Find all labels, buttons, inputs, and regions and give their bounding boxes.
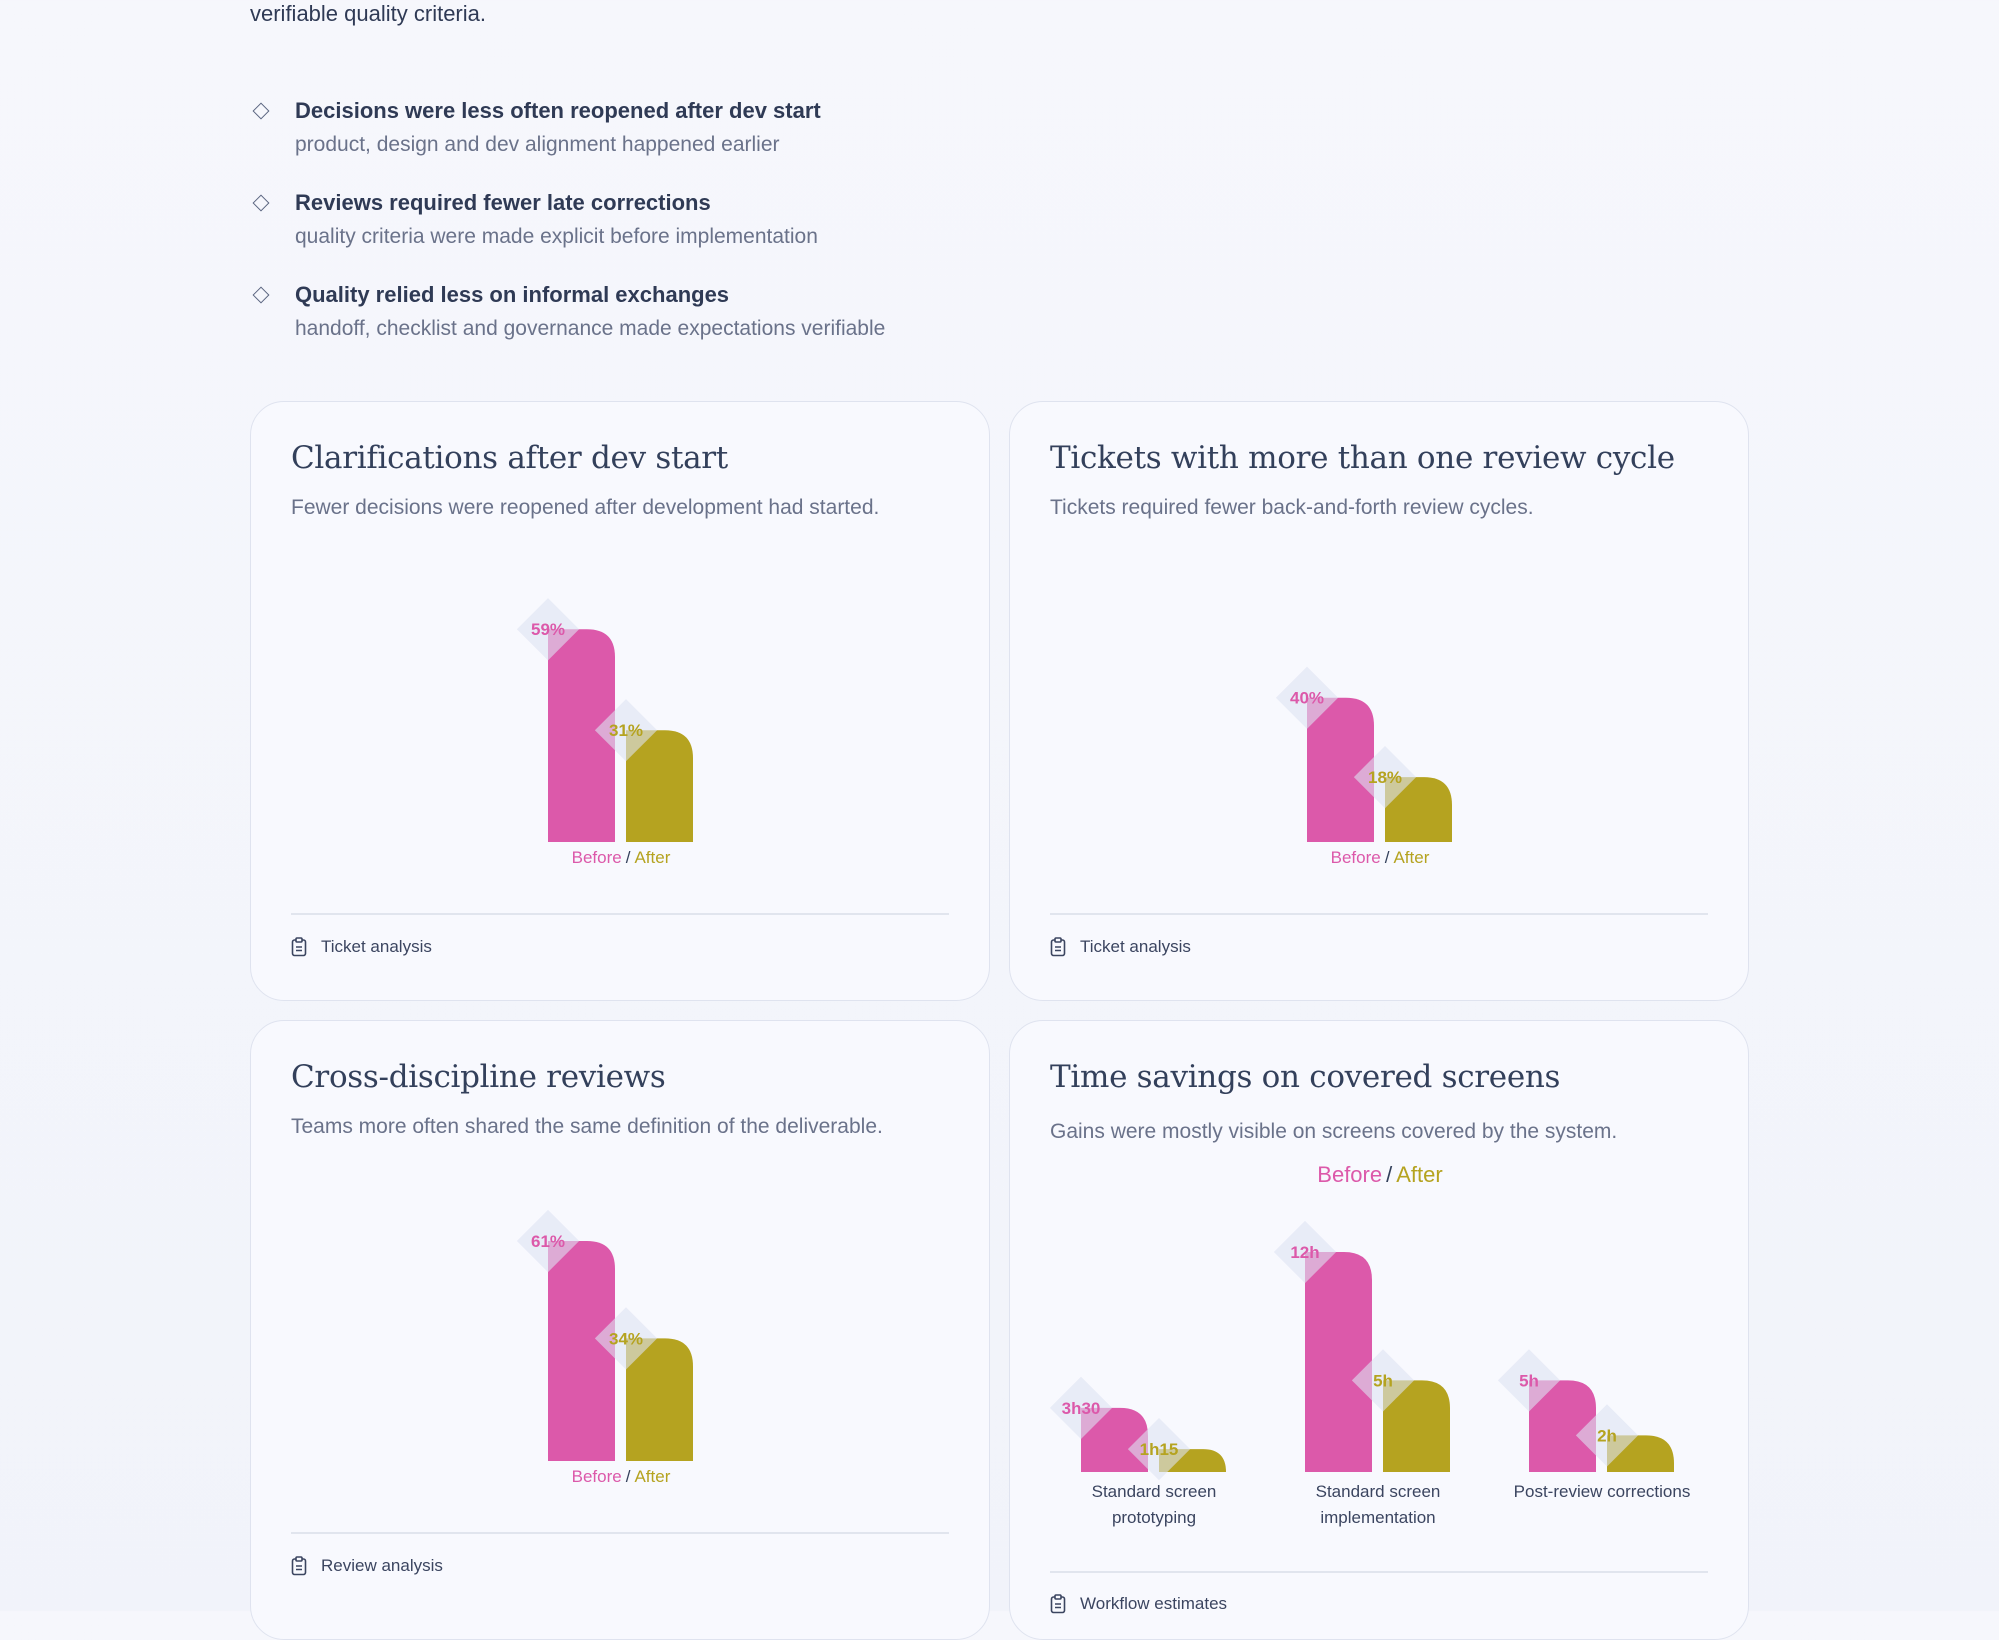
- highlight-description: handoff, checklist and governance made e…: [295, 317, 886, 340]
- divider: [1050, 1571, 1708, 1573]
- before-bar: [548, 1241, 615, 1461]
- after-value-label: 34%: [609, 1329, 643, 1348]
- highlight-item: Decisions were less often reopened after…: [250, 96, 885, 188]
- value-badge: [516, 598, 580, 661]
- bar-chart: 61% 34%: [516, 1209, 693, 1461]
- legend-after: After: [1396, 1162, 1443, 1187]
- legend-before: Before: [571, 848, 622, 867]
- after-value-label: 18%: [1368, 768, 1402, 787]
- card-source: Review analysis: [291, 1556, 443, 1576]
- legend-before: Before: [1330, 848, 1381, 867]
- source-label: Review analysis: [321, 1556, 443, 1575]
- card-source: Ticket analysis: [1050, 937, 1191, 957]
- card-subtitle: Tickets required fewer back-and-forth re…: [1050, 496, 1534, 519]
- category-label: Standard screen: [1092, 1482, 1217, 1501]
- chart-card-time-savings: Time savings on covered screens Gains we…: [1009, 1020, 1749, 1640]
- chart-legend: Before / After: [1010, 1162, 1748, 1188]
- legend-separator: /: [625, 1467, 631, 1486]
- highlight-description: quality criteria were made explicit befo…: [295, 225, 818, 248]
- highlight-title: Decisions were less often reopened after…: [295, 98, 821, 123]
- after-value-label: 5h: [1373, 1371, 1393, 1390]
- source-label: Workflow estimates: [1080, 1594, 1228, 1613]
- clipboard-icon: [1050, 937, 1066, 957]
- before-bar: [1307, 697, 1374, 842]
- legend-after: After: [634, 848, 671, 867]
- card-title: Cross-discipline reviews: [291, 1059, 666, 1095]
- grouped-bar-chart: 3h30 1h15 Standard screen prototyping 12h 5h S…: [1049, 1220, 1691, 1527]
- before-bar: [1305, 1252, 1372, 1472]
- divider: [291, 1532, 949, 1534]
- legend-before: Before: [571, 1467, 622, 1486]
- before-value-label: 3h30: [1062, 1399, 1101, 1418]
- clipboard-icon: [291, 1556, 307, 1576]
- card-title: Time savings on covered screens: [1050, 1059, 1561, 1095]
- before-value-label: 59%: [531, 620, 565, 639]
- chart-card-clarifications: Clarifications after dev start Fewer dec…: [250, 401, 990, 1001]
- category-label: Standard screen: [1316, 1482, 1441, 1501]
- category-label: implementation: [1320, 1508, 1435, 1527]
- value-badge: [594, 699, 658, 762]
- chart-legend: Before / After: [1010, 848, 1748, 868]
- before-bar: [1081, 1407, 1148, 1472]
- bar-chart: 59% 31%: [516, 598, 693, 842]
- legend-separator: /: [625, 848, 631, 867]
- after-value-label: 31%: [609, 721, 643, 740]
- diamond-icon: [252, 102, 270, 120]
- card-subtitle: Fewer decisions were reopened after deve…: [291, 496, 880, 519]
- card-title: Clarifications after dev start: [291, 440, 728, 476]
- after-value-label: 2h: [1597, 1426, 1617, 1445]
- legend-separator: /: [1386, 1162, 1393, 1187]
- chart-legend: Before / After: [251, 848, 989, 868]
- diamond-icon: [252, 194, 270, 212]
- before-value-label: 5h: [1519, 1371, 1539, 1390]
- clipboard-icon: [291, 937, 307, 957]
- after-bar: [1383, 1380, 1450, 1472]
- source-label: Ticket analysis: [1080, 937, 1191, 956]
- category-label: prototyping: [1112, 1508, 1196, 1527]
- source-label: Ticket analysis: [321, 937, 432, 956]
- bar-chart: 40% 18%: [1275, 666, 1452, 842]
- before-bar: [548, 629, 615, 842]
- chart-card-cross-discipline: Cross-discipline reviews Teams more ofte…: [250, 1020, 990, 1640]
- before-value-label: 12h: [1290, 1243, 1319, 1262]
- card-subtitle: Teams more often shared the same definit…: [291, 1115, 883, 1138]
- before-value-label: 61%: [531, 1232, 565, 1251]
- value-badge: [594, 1307, 658, 1370]
- clipboard-icon: [1050, 1594, 1066, 1614]
- highlight-title: Reviews required fewer late corrections: [295, 190, 711, 215]
- card-title: Tickets with more than one review cycle: [1050, 440, 1675, 476]
- chart-legend: Before / After: [251, 1467, 989, 1487]
- legend-separator: /: [1384, 848, 1390, 867]
- highlight-title: Quality relied less on informal exchange…: [295, 282, 730, 307]
- diamond-icon: [252, 286, 270, 304]
- after-bar: [1385, 777, 1452, 842]
- divider: [291, 913, 949, 915]
- highlights-list: Decisions were less often reopened after…: [250, 96, 885, 372]
- before-value-label: 40%: [1290, 689, 1324, 708]
- after-bar: [626, 1338, 693, 1461]
- highlight-item: Reviews required fewer late corrections …: [250, 188, 885, 280]
- card-source: Workflow estimates: [1050, 1594, 1227, 1614]
- chart-card-review-cycles: Tickets with more than one review cycle …: [1009, 401, 1749, 1001]
- intro-text: verifiable quality criteria.: [250, 1, 486, 26]
- after-bar: [626, 730, 693, 842]
- legend-after: After: [1393, 848, 1430, 867]
- card-subtitle: Gains were mostly visible on screens cov…: [1050, 1120, 1618, 1143]
- card-source: Ticket analysis: [291, 937, 432, 957]
- after-value-label: 1h15: [1140, 1440, 1179, 1459]
- legend-after: After: [634, 1467, 671, 1486]
- highlight-description: product, design and dev alignment happen…: [295, 133, 780, 156]
- highlight-item: Quality relied less on informal exchange…: [250, 280, 885, 372]
- before-bar: [1529, 1380, 1596, 1472]
- divider: [1050, 913, 1708, 915]
- legend-before: Before: [1317, 1162, 1383, 1187]
- category-label: Post-review corrections: [1514, 1482, 1691, 1501]
